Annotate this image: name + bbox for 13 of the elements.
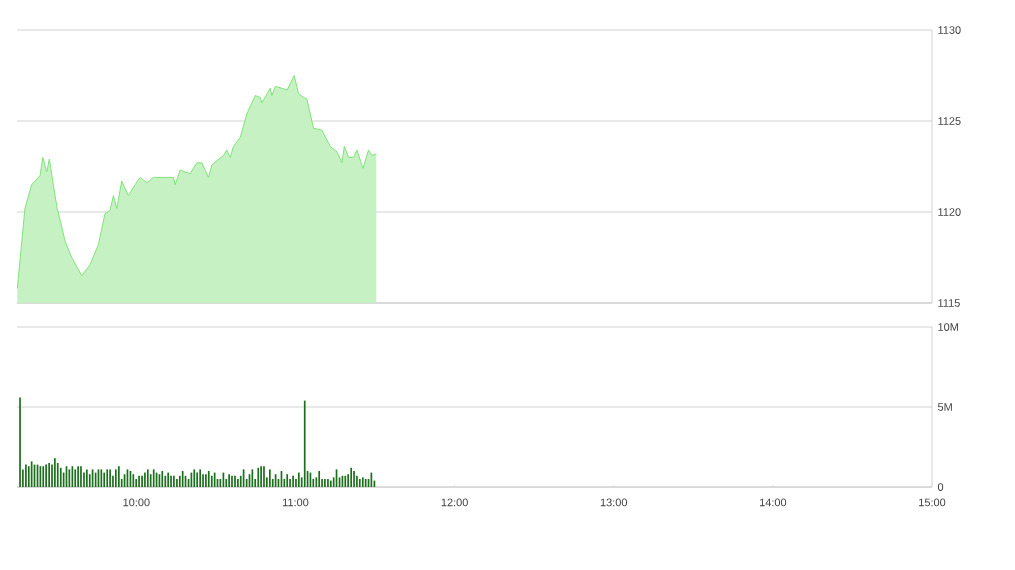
y-tick-label: 0 [937, 483, 944, 491]
x-tick-label: 15:00 [919, 498, 946, 507]
x-tick-label: 11:00 [283, 498, 309, 507]
x-tick-label: 14:00 [760, 498, 787, 507]
y-tick-label: 1115 [938, 299, 960, 307]
y-tick-label: 1130 [938, 26, 961, 34]
x-tick-label: 13:00 [600, 498, 628, 507]
x-tick-label: 10:00 [123, 498, 150, 507]
y-tick-label: 5M [937, 403, 952, 411]
y-tick-label: 1120 [938, 208, 961, 216]
y-tick-label: 10M [938, 323, 958, 331]
x-tick-label: 12:00 [441, 498, 468, 507]
y-tick-label: 1125 [938, 117, 961, 125]
